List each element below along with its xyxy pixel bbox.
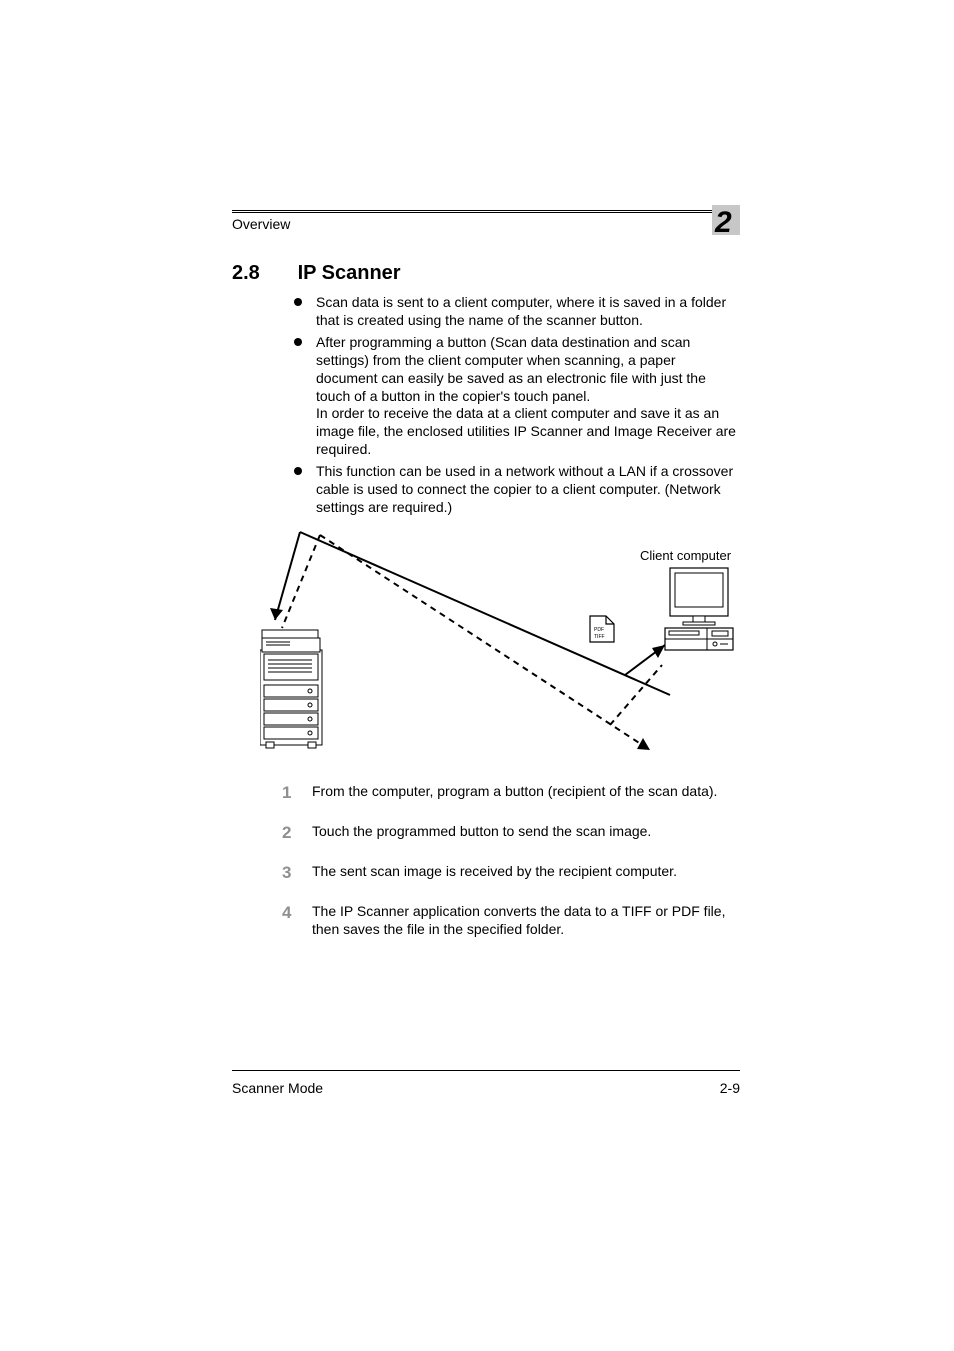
section-heading: 2.8 IP Scanner bbox=[232, 262, 401, 285]
footer-title: Scanner Mode bbox=[232, 1080, 323, 1096]
client-label: Client computer bbox=[640, 548, 732, 563]
bullet-text: After programming a button (Scan data de… bbox=[316, 334, 736, 457]
section-number: 2.8 bbox=[232, 262, 292, 285]
footer-rule bbox=[232, 1070, 740, 1071]
step-number: 4 bbox=[282, 902, 312, 938]
bullet-text: This function can be used in a network w… bbox=[316, 463, 733, 515]
step-text: The sent scan image is received by the r… bbox=[312, 862, 740, 884]
header-section-label: Overview bbox=[232, 216, 290, 232]
numbered-steps: 1 From the computer, program a button (r… bbox=[282, 782, 740, 957]
step-item: 3 The sent scan image is received by the… bbox=[282, 862, 740, 884]
step-item: 2 Touch the programmed button to send th… bbox=[282, 822, 740, 844]
section-title: IP Scanner bbox=[298, 262, 401, 284]
step-number: 1 bbox=[282, 782, 312, 804]
header-rule bbox=[232, 210, 740, 213]
list-item: After programming a button (Scan data de… bbox=[294, 334, 740, 459]
step-number: 2 bbox=[282, 822, 312, 844]
copier-icon bbox=[260, 630, 322, 748]
step-text: From the computer, program a button (rec… bbox=[312, 782, 740, 804]
step-text: Touch the programmed button to send the … bbox=[312, 822, 740, 844]
bullet-text: Scan data is sent to a client computer, … bbox=[316, 294, 726, 328]
bullet-list: Scan data is sent to a client computer, … bbox=[294, 294, 740, 521]
list-item: This function can be used in a network w… bbox=[294, 463, 740, 517]
chapter-number: 2 bbox=[715, 206, 731, 240]
step-item: 1 From the computer, program a button (r… bbox=[282, 782, 740, 804]
document-page: Overview 2 2.8 IP Scanner Scan data is s… bbox=[0, 0, 954, 1351]
network-diagram: PDF TIFF Client computer bbox=[260, 520, 740, 760]
step-text: The IP Scanner application converts the … bbox=[312, 902, 740, 938]
svg-text:TIFF: TIFF bbox=[594, 634, 605, 640]
list-item: Scan data is sent to a client computer, … bbox=[294, 294, 740, 330]
step-number: 3 bbox=[282, 862, 312, 884]
step-item: 4 The IP Scanner application converts th… bbox=[282, 902, 740, 938]
document-icon: PDF TIFF bbox=[590, 616, 614, 642]
computer-icon bbox=[665, 568, 733, 650]
svg-text:PDF: PDF bbox=[594, 627, 604, 633]
footer-page-number: 2-9 bbox=[720, 1080, 740, 1096]
